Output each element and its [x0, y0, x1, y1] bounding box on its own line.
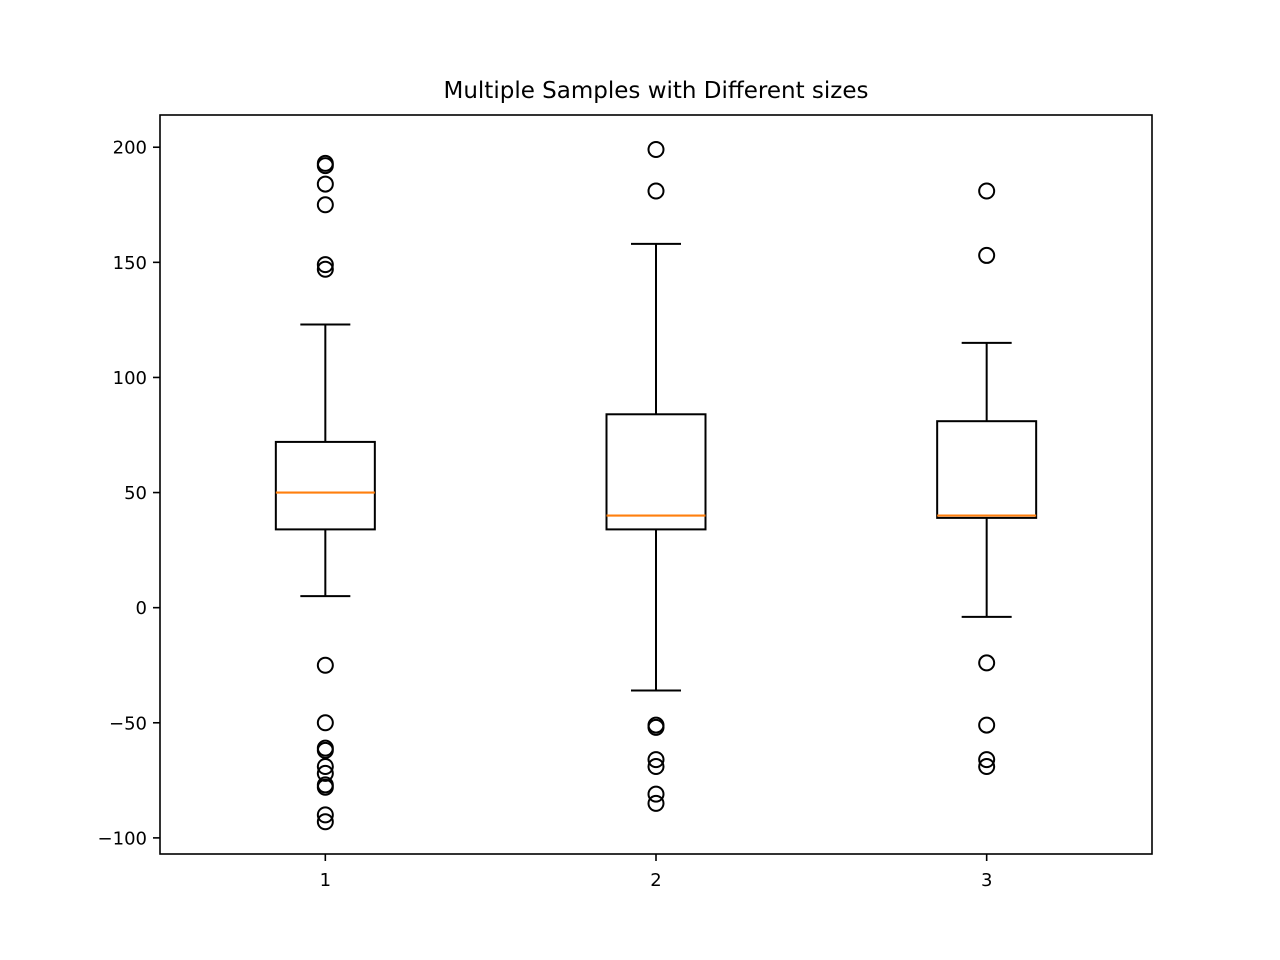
flier-point [316, 714, 334, 732]
y-tick-label: −50 [109, 713, 147, 734]
flier-point [316, 764, 334, 782]
flier-point [316, 175, 334, 193]
plot-area [274, 141, 1038, 831]
flier-point [316, 256, 334, 274]
flier-point [978, 758, 996, 776]
y-tick-label: 50 [124, 483, 147, 504]
box-group-3 [936, 182, 1038, 776]
flier-point [978, 182, 996, 200]
flier-point [316, 741, 334, 759]
box-iqr [936, 420, 1038, 519]
flier-point [647, 182, 665, 200]
flier-point [978, 716, 996, 734]
y-tick-label: 0 [136, 598, 147, 619]
y-tick-label: −100 [98, 828, 147, 849]
flier-point [316, 758, 334, 776]
x-tick-label: 1 [320, 870, 331, 891]
flier-point [647, 785, 665, 803]
x-tick-label: 3 [981, 870, 992, 891]
flier-point [316, 806, 334, 824]
flier-point [316, 656, 334, 674]
box-iqr [274, 440, 376, 531]
flier-point [978, 751, 996, 769]
y-tick-label: 100 [113, 368, 147, 389]
box-iqr [605, 413, 707, 531]
flier-point [316, 196, 334, 214]
x-tick-label: 2 [650, 870, 661, 891]
flier-point [316, 157, 334, 175]
flier-point [316, 260, 334, 278]
flier-point [316, 813, 334, 831]
flier-point [647, 718, 665, 736]
box-group-1 [274, 154, 376, 831]
flier-point [978, 654, 996, 672]
flier-point [316, 778, 334, 796]
flier-point [647, 751, 665, 769]
flier-point [647, 141, 665, 159]
y-tick-label: 200 [113, 138, 147, 159]
flier-point [647, 794, 665, 812]
box-group-2 [605, 141, 707, 812]
axes: −100 −50 0 50 100 150 200 1 2 3 [98, 138, 993, 891]
y-tick-label: 150 [113, 253, 147, 274]
flier-point [978, 246, 996, 264]
chart-title: Multiple Samples with Different sizes [444, 78, 869, 104]
flier-point [647, 758, 665, 776]
